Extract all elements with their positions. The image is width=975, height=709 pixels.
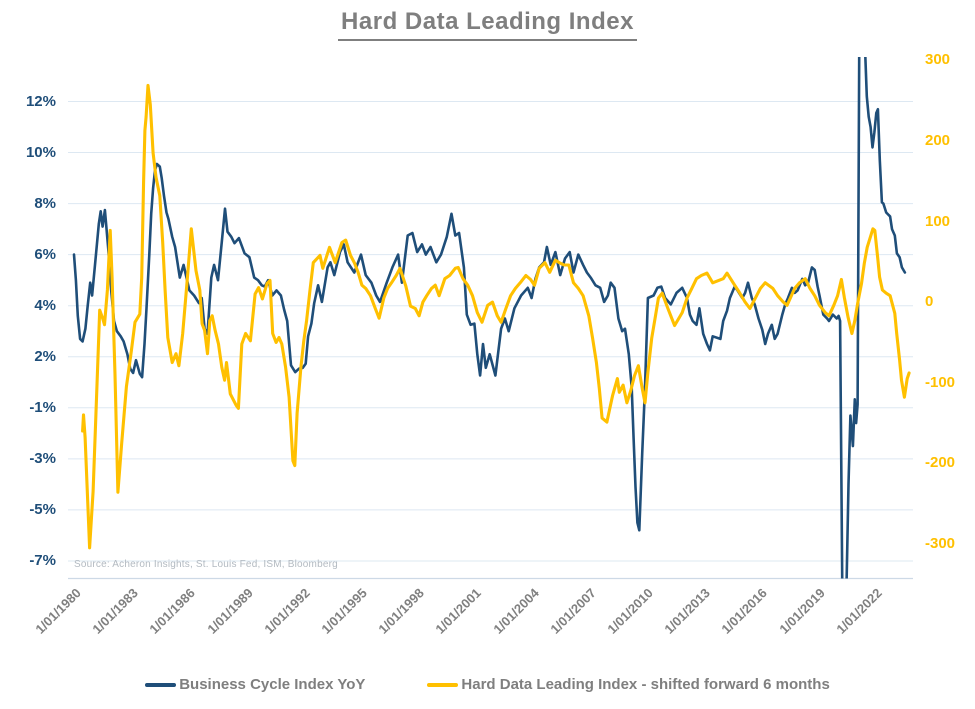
y-axis-left-label: 2% xyxy=(34,347,56,365)
chart-title-text: Hard Data Leading Index xyxy=(338,8,637,41)
y-axis-right-label: 0 xyxy=(925,293,934,311)
legend-item: Business Cycle Index YoY xyxy=(145,676,365,693)
legend: Business Cycle Index YoY Hard Data Leadin… xyxy=(0,676,975,693)
y-axis-right-label: -100 xyxy=(925,373,956,391)
series-line-navy xyxy=(72,57,907,579)
legend-label: Business Cycle Index YoY xyxy=(179,676,366,693)
y-axis-left-label: 6% xyxy=(34,245,56,263)
y-axis-left-label: -3% xyxy=(29,449,56,467)
legend-swatch-navy xyxy=(145,682,177,687)
series-line-gold xyxy=(81,83,911,550)
y-axis-left-label: 10% xyxy=(25,143,56,161)
y-axis-left-label: 12% xyxy=(25,92,56,110)
y-axis-right-label: 300 xyxy=(925,51,951,69)
y-axis-right-label: -200 xyxy=(925,454,956,472)
legend-label: Hard Data Leading Index - shifted forwar… xyxy=(461,676,830,693)
legend-item: Hard Data Leading Index - shifted forwar… xyxy=(427,676,830,693)
y-axis-right-label: -300 xyxy=(925,534,956,552)
y-axis-right-label: 100 xyxy=(925,212,951,230)
y-axis-left-label: -1% xyxy=(29,398,56,416)
y-axis-right-label: 200 xyxy=(925,131,951,149)
y-axis-left-label: -7% xyxy=(29,551,56,569)
legend-swatch-gold xyxy=(427,682,459,687)
y-axis-left-label: -5% xyxy=(29,500,56,518)
y-axis-left-label: 4% xyxy=(34,296,56,314)
chart-title: Hard Data Leading Index xyxy=(0,8,975,41)
y-axis-left-label: 8% xyxy=(34,194,56,212)
source-note: Source: Acheron Insights, St. Louis Fed,… xyxy=(74,559,338,570)
